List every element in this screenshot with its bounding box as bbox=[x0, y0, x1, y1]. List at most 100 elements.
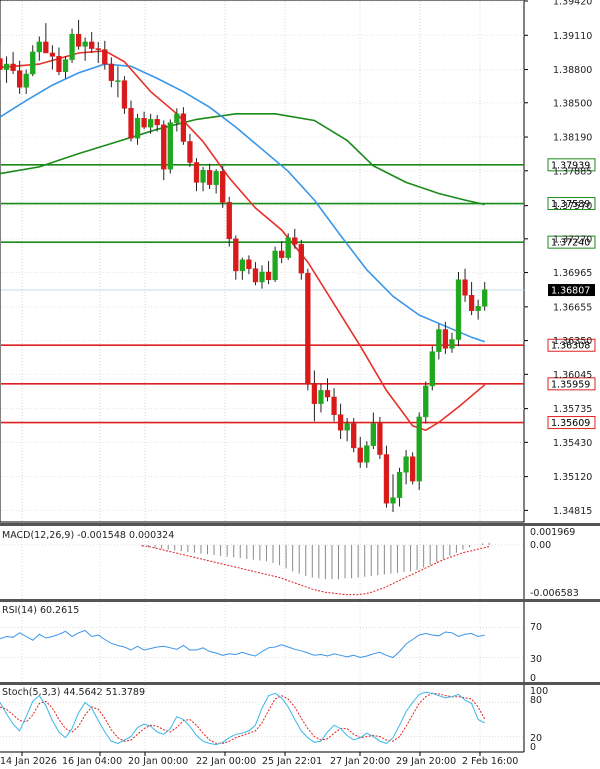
candle-body bbox=[331, 396, 337, 415]
candle bbox=[390, 474, 396, 513]
stoch-tick-20: 20 bbox=[530, 733, 542, 744]
ma-mid-line bbox=[0, 63, 485, 343]
candle-body bbox=[108, 63, 114, 81]
price-tick-label: 1.37570 bbox=[553, 201, 592, 212]
candle bbox=[377, 416, 383, 459]
candle bbox=[69, 28, 75, 63]
candle bbox=[62, 56, 69, 79]
price-tick-label: 1.36350 bbox=[553, 336, 592, 347]
candle-body bbox=[455, 279, 462, 340]
candle-body bbox=[89, 41, 95, 49]
price-tick-label: 1.38500 bbox=[553, 98, 592, 109]
macd-tick-zero: 0.00 bbox=[530, 540, 551, 551]
level-tag-label: 1.37589 bbox=[551, 199, 590, 210]
macd-signal-line bbox=[141, 545, 490, 596]
candle-body bbox=[377, 423, 383, 455]
macd-panel: MACD(12,26,9) -0.001548 0.000324 0.00196… bbox=[0, 526, 579, 599]
candle bbox=[246, 255, 252, 275]
candle bbox=[180, 107, 187, 145]
candle bbox=[167, 119, 173, 174]
time-tick-label: 2 Feb 16:00 bbox=[462, 756, 518, 767]
level-tag-box bbox=[547, 158, 596, 172]
candle-body bbox=[200, 169, 206, 183]
candle-body bbox=[154, 119, 160, 126]
candle bbox=[292, 228, 298, 249]
candle-body bbox=[468, 294, 475, 311]
stoch-title: Stoch(5,3,3) 44.5642 51.3789 bbox=[2, 687, 145, 698]
candle bbox=[357, 436, 363, 468]
time-tick-label: 27 Jan 20:00 bbox=[330, 756, 390, 767]
macd-tick-low: -0.006583 bbox=[530, 588, 579, 599]
candle bbox=[174, 108, 180, 132]
candle bbox=[115, 66, 121, 98]
candle bbox=[43, 23, 49, 54]
candle-body bbox=[69, 33, 75, 60]
candle-body bbox=[187, 141, 193, 163]
candle-body bbox=[17, 70, 23, 88]
candle-body bbox=[410, 456, 416, 482]
candle-body bbox=[279, 250, 285, 258]
level-tag-box bbox=[547, 197, 596, 211]
candle bbox=[134, 113, 141, 145]
candle bbox=[108, 57, 114, 88]
candle-body bbox=[383, 454, 390, 504]
candle-body bbox=[56, 56, 62, 73]
level-tag-box bbox=[547, 338, 596, 352]
rsi-grid bbox=[0, 602, 524, 682]
candle-body bbox=[357, 447, 363, 463]
candle bbox=[102, 40, 108, 70]
candle-body bbox=[102, 49, 108, 65]
rsi-line bbox=[0, 629, 485, 659]
level-tag-box bbox=[547, 235, 596, 249]
candle bbox=[416, 412, 422, 490]
candle-body bbox=[220, 171, 226, 203]
time-tick-label: 16 Jan 04:00 bbox=[62, 756, 122, 767]
price-tick-label: 1.37270 bbox=[553, 234, 592, 245]
rsi-tick-30: 30 bbox=[530, 654, 542, 665]
stoch-d-line bbox=[0, 692, 486, 744]
candle bbox=[36, 36, 42, 61]
candle bbox=[298, 239, 304, 280]
candle-body bbox=[462, 279, 468, 296]
candle bbox=[396, 467, 403, 507]
candle bbox=[370, 412, 377, 449]
price-tick-label: 1.35735 bbox=[553, 404, 592, 415]
candle bbox=[30, 45, 36, 77]
price-tick-label: 1.38800 bbox=[553, 65, 592, 76]
candle bbox=[49, 45, 56, 70]
candle bbox=[436, 323, 442, 360]
candle-body bbox=[429, 351, 435, 387]
rsi-tick-0: 0 bbox=[530, 673, 536, 684]
candle-body bbox=[272, 250, 278, 281]
time-tick-label: 25 Jan 22:01 bbox=[262, 756, 322, 767]
candle-body bbox=[75, 33, 82, 47]
candle bbox=[449, 332, 455, 353]
candle bbox=[410, 452, 416, 485]
price-tick-label: 1.39110 bbox=[553, 31, 592, 42]
candle-body bbox=[141, 118, 147, 128]
rsi-tick-70: 70 bbox=[530, 622, 542, 633]
candle-body bbox=[311, 383, 318, 404]
candle-body bbox=[390, 497, 396, 504]
price-tick-label: 1.35430 bbox=[553, 438, 592, 449]
candle-body bbox=[3, 63, 10, 70]
candlesticks bbox=[0, 19, 488, 513]
candle-body bbox=[62, 59, 69, 73]
candle-body bbox=[337, 414, 344, 431]
candle bbox=[252, 262, 259, 286]
candle bbox=[455, 272, 462, 347]
candle-body bbox=[30, 51, 36, 75]
stoch-grid bbox=[0, 685, 524, 752]
stoch-tick-0: 0 bbox=[530, 742, 536, 753]
candle bbox=[423, 381, 429, 424]
candle-body bbox=[298, 244, 304, 274]
candle bbox=[17, 60, 23, 94]
candle bbox=[305, 268, 311, 391]
candle-body bbox=[0, 58, 3, 70]
candle bbox=[193, 158, 200, 192]
level-tag-label: 1.35609 bbox=[551, 418, 590, 429]
candle bbox=[0, 45, 3, 81]
stoch-tick-80: 80 bbox=[530, 695, 542, 706]
candle bbox=[23, 69, 29, 94]
candle-body bbox=[305, 272, 311, 384]
